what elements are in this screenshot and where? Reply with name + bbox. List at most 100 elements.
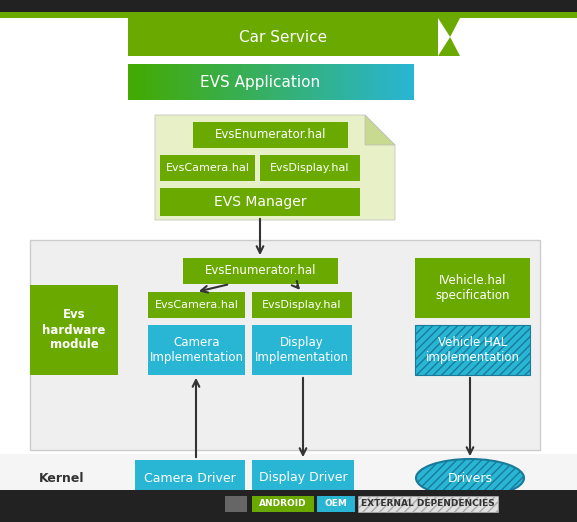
Bar — [171, 64, 175, 100]
Bar — [317, 64, 321, 100]
Bar — [367, 64, 371, 100]
Bar — [278, 64, 282, 100]
Bar — [295, 64, 299, 100]
Bar — [252, 460, 354, 496]
Bar — [189, 64, 193, 100]
Bar — [192, 64, 196, 100]
Bar — [370, 64, 374, 100]
Bar — [267, 64, 271, 100]
Bar — [178, 64, 182, 100]
Bar — [225, 496, 247, 512]
Text: Camera Driver: Camera Driver — [144, 471, 236, 484]
Text: EvsCamera.hal: EvsCamera.hal — [155, 300, 238, 310]
Bar — [358, 496, 498, 512]
Bar — [302, 64, 306, 100]
Text: Display
Implementation: Display Implementation — [255, 336, 349, 364]
Bar — [185, 64, 189, 100]
Bar — [135, 460, 245, 496]
Bar — [338, 64, 342, 100]
Polygon shape — [438, 18, 460, 56]
Bar — [30, 285, 118, 375]
Bar — [260, 64, 264, 100]
Bar — [359, 64, 364, 100]
Bar — [242, 64, 246, 100]
Bar — [148, 325, 245, 375]
Bar — [128, 18, 438, 56]
Text: EvsCamera.hal: EvsCamera.hal — [166, 163, 249, 173]
Text: Display Driver: Display Driver — [258, 471, 347, 484]
Text: EXTERNAL DEPENDENCIES: EXTERNAL DEPENDENCIES — [361, 500, 495, 508]
Text: EvsEnumerator.hal: EvsEnumerator.hal — [205, 265, 316, 278]
Bar — [274, 64, 278, 100]
Bar — [210, 64, 214, 100]
Bar — [292, 64, 296, 100]
Bar — [193, 122, 348, 148]
Bar — [135, 64, 139, 100]
Bar — [153, 64, 157, 100]
Bar — [167, 64, 171, 100]
Bar — [377, 64, 381, 100]
Bar — [246, 64, 250, 100]
Bar — [345, 64, 350, 100]
Bar — [199, 64, 203, 100]
Bar — [415, 325, 530, 375]
Bar — [174, 64, 178, 100]
Bar — [324, 64, 328, 100]
Bar — [235, 64, 239, 100]
Bar — [388, 64, 392, 100]
Bar — [299, 64, 303, 100]
Bar — [164, 64, 168, 100]
Bar — [228, 64, 232, 100]
Bar — [285, 64, 289, 100]
Polygon shape — [365, 115, 395, 145]
Bar — [207, 64, 211, 100]
Bar — [252, 325, 352, 375]
Bar — [196, 64, 200, 100]
Bar — [183, 258, 338, 284]
Bar — [310, 64, 314, 100]
Polygon shape — [450, 18, 460, 56]
Bar — [392, 64, 396, 100]
Bar — [149, 64, 153, 100]
Bar — [313, 64, 317, 100]
Bar — [353, 64, 357, 100]
Bar — [160, 188, 360, 216]
Bar — [331, 64, 335, 100]
Bar — [217, 64, 221, 100]
Bar — [160, 64, 164, 100]
Bar — [146, 64, 150, 100]
Bar — [148, 292, 245, 318]
Bar — [342, 64, 346, 100]
Text: EVS Manager: EVS Manager — [213, 195, 306, 209]
Bar — [415, 258, 530, 318]
Bar — [160, 155, 255, 181]
Bar — [281, 64, 285, 100]
Text: IVehicle.hal
specification: IVehicle.hal specification — [435, 274, 509, 302]
Bar — [328, 64, 332, 100]
Bar — [335, 64, 339, 100]
Bar — [374, 64, 378, 100]
Bar — [252, 292, 352, 318]
Bar — [317, 496, 355, 512]
Bar — [224, 64, 228, 100]
Text: Camera
Implementation: Camera Implementation — [149, 336, 243, 364]
Bar — [271, 64, 275, 100]
Ellipse shape — [416, 459, 524, 497]
Bar — [231, 64, 235, 100]
Bar — [156, 64, 160, 100]
Text: EvsEnumerator.hal: EvsEnumerator.hal — [215, 128, 326, 141]
Bar — [249, 64, 253, 100]
Bar — [132, 64, 136, 100]
Text: EVS Application: EVS Application — [200, 75, 321, 89]
Text: EvsDisplay.hal: EvsDisplay.hal — [263, 300, 342, 310]
Bar — [406, 64, 410, 100]
Bar — [320, 64, 324, 100]
Bar — [356, 64, 360, 100]
Bar — [238, 64, 242, 100]
Text: Vehicle HAL
implementation: Vehicle HAL implementation — [425, 336, 519, 364]
Bar — [30, 240, 540, 450]
Bar — [256, 64, 260, 100]
Bar — [363, 64, 367, 100]
Bar — [0, 454, 577, 504]
Bar — [128, 64, 132, 100]
